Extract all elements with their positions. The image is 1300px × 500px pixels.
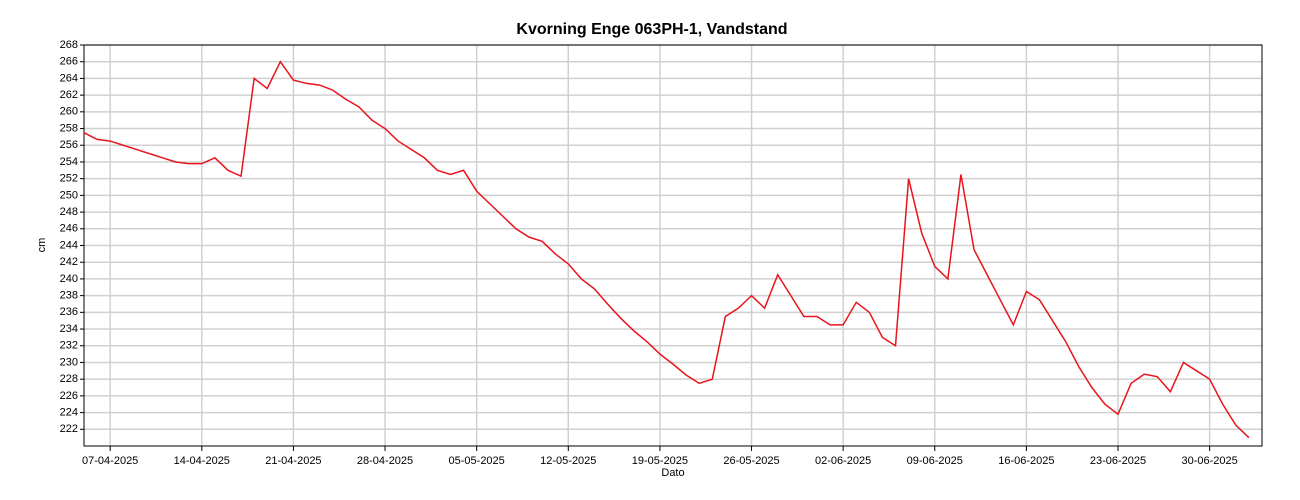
plot-frame (83, 44, 1263, 447)
y-tick-label: 228 (60, 373, 78, 385)
y-tick-label: 242 (60, 256, 78, 268)
x-tick-label: 02-06-2025 (815, 455, 871, 467)
y-tick-label: 232 (60, 340, 78, 352)
x-tick-label: 09-06-2025 (907, 455, 963, 467)
data-line (83, 60, 1250, 439)
y-tick-label: 226 (60, 390, 78, 402)
x-tick-label: 30-06-2025 (1182, 455, 1238, 467)
y-tick-label: 264 (60, 72, 78, 84)
y-tick-label: 234 (60, 323, 78, 335)
x-tick-label: 19-05-2025 (632, 455, 688, 467)
y-tick-label: 240 (60, 273, 78, 285)
y-tick-label: 252 (60, 173, 78, 185)
y-tick-label: 258 (60, 122, 78, 134)
y-tick-label: 262 (60, 89, 78, 101)
plot-area: 222 224 226 228 230 232 234 236 238 240 242 244 246 2… (60, 39, 1263, 467)
y-tick-label: 238 (60, 290, 78, 302)
x-tick-label: 05-05-2025 (449, 455, 505, 467)
x-tick-label: 16-06-2025 (998, 455, 1054, 467)
x-tick-label: 26-05-2025 (723, 455, 779, 467)
x-axis-label: Dato (661, 467, 684, 479)
y-tick-label: 248 (60, 206, 78, 218)
y-tick-label: 230 (60, 356, 78, 368)
y-tick-label: 244 (60, 239, 78, 251)
x-tick-label: 07-04-2025 (82, 455, 138, 467)
y-tick-label: 256 (60, 139, 78, 151)
x-tick-label: 28-04-2025 (357, 455, 413, 467)
x-tick-label: 14-04-2025 (174, 455, 230, 467)
y-axis-label: cm (36, 238, 48, 253)
y-tick-label: 260 (60, 106, 78, 118)
y-tick-label: 268 (60, 39, 78, 51)
y-tick-label: 266 (60, 56, 78, 68)
y-tick-label: 224 (60, 406, 78, 418)
y-tick-label: 246 (60, 223, 78, 235)
y-tick-label: 236 (60, 306, 78, 318)
y-tick-label: 250 (60, 189, 78, 201)
x-tick-label: 21-04-2025 (265, 455, 321, 467)
x-tick-label: 12-05-2025 (540, 455, 596, 467)
chart-title: Kvorning Enge 063PH-1, Vandstand (516, 21, 787, 38)
y-tick-label: 222 (60, 423, 78, 435)
x-tick-label: 23-06-2025 (1090, 455, 1146, 467)
y-tick-label: 254 (60, 156, 78, 168)
